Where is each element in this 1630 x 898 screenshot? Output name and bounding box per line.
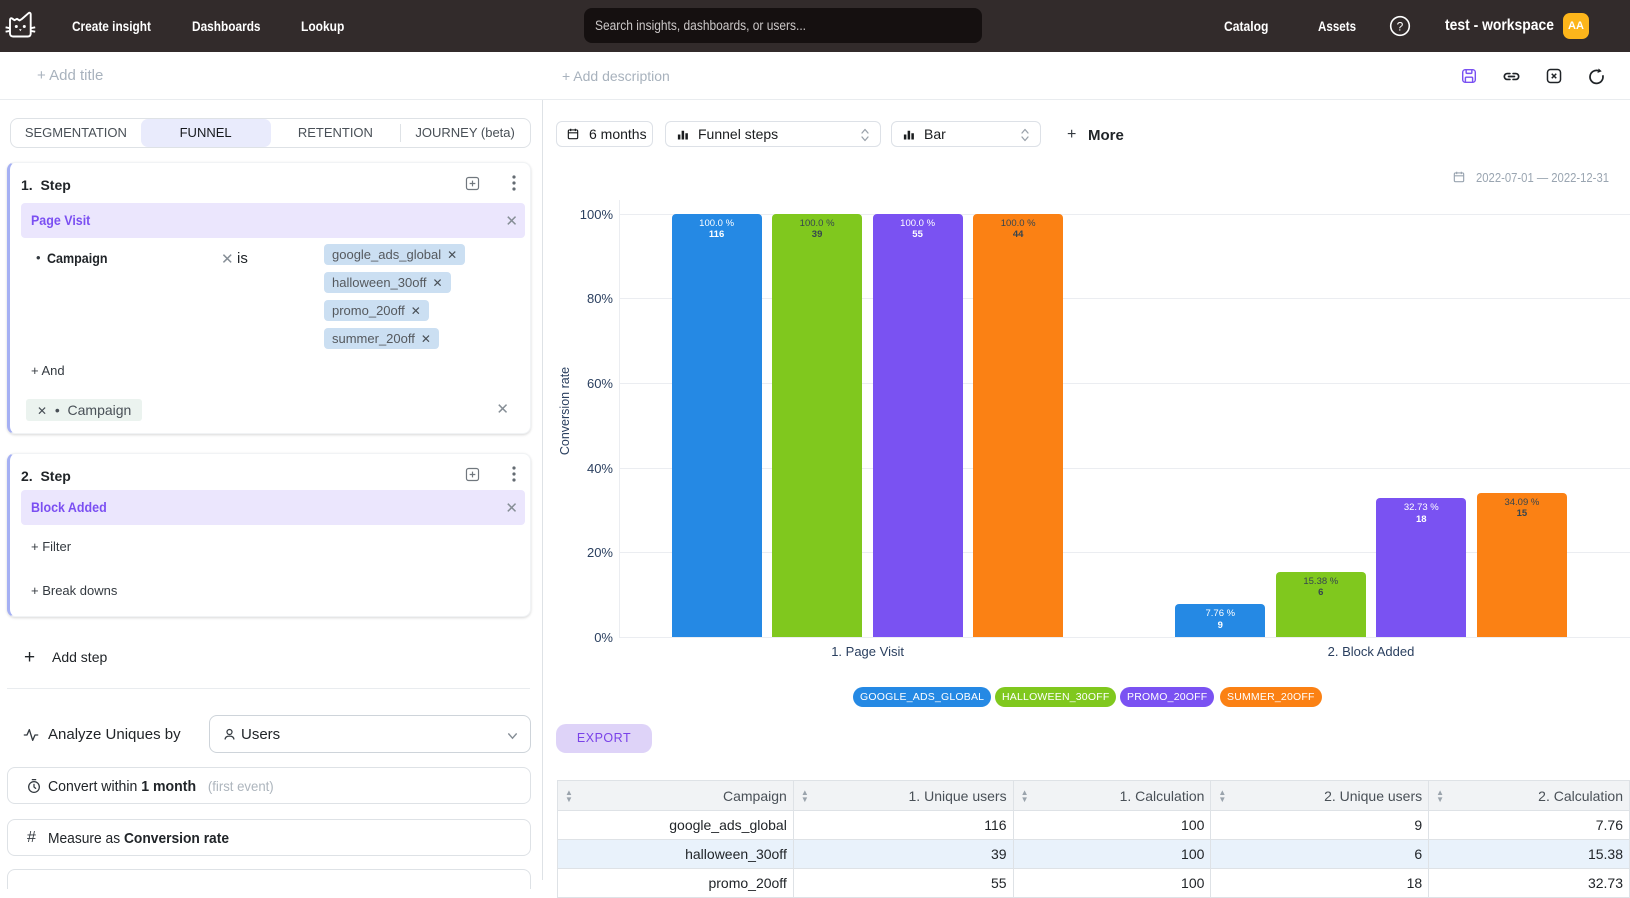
svg-text:?: ?: [1397, 20, 1404, 34]
